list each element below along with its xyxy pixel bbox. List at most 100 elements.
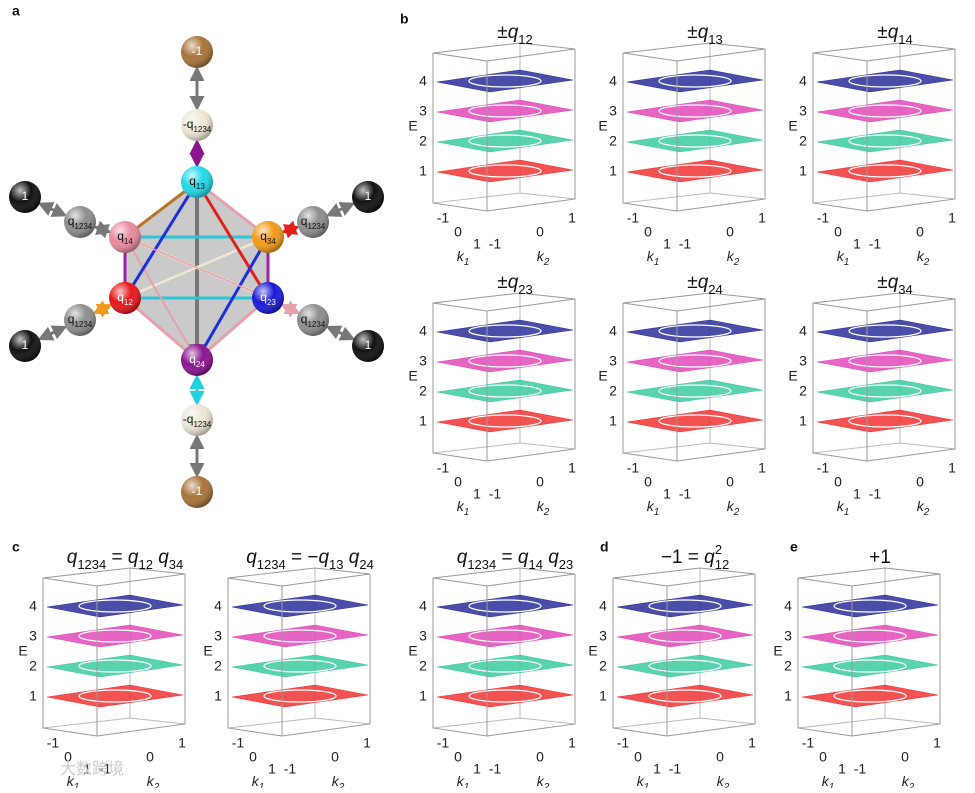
k2-tick-label: 0 (726, 224, 734, 240)
node-shine (252, 221, 284, 253)
text-part: q (260, 290, 267, 304)
energy-band (436, 319, 574, 343)
k2-tick-label: -1 (489, 761, 502, 777)
box-top (622, 42, 766, 62)
panel-label: d (600, 539, 609, 555)
k2-tick-label: 0 (726, 474, 734, 490)
energy-band (46, 594, 184, 618)
e-tick-label: 2 (609, 133, 617, 149)
band-contour (658, 164, 732, 178)
subscript: 12 (138, 557, 152, 572)
e-axis-label: E (773, 643, 782, 659)
node-label: q1234 (68, 312, 93, 328)
k1-tick-label: 0 (634, 749, 642, 765)
energy-band (626, 99, 764, 123)
band-contour (468, 74, 542, 88)
text-part: q (318, 547, 329, 568)
text-part: k (537, 773, 545, 788)
node-label: q14 (117, 229, 133, 245)
k1-tick-label: 0 (454, 749, 462, 765)
k2-tick-label: -1 (854, 761, 867, 777)
subscript: 12 (715, 557, 729, 572)
subscript: 1234 (307, 222, 325, 231)
text-part: k (147, 773, 155, 788)
k1-tick-label: 0 (644, 474, 652, 490)
band-contour (848, 104, 922, 118)
text-part: k (822, 773, 830, 788)
subscript: 14 (528, 557, 542, 572)
k1-tick-label: 0 (454, 224, 462, 240)
node: q1234 (297, 304, 329, 336)
text-part: ± (497, 272, 507, 293)
band-contour (648, 599, 722, 613)
band-contour (658, 354, 732, 368)
e-tick-label: 4 (214, 598, 222, 614)
k2-tick-label: 1 (568, 210, 576, 226)
e-tick-label: 1 (419, 413, 427, 429)
edge (124, 236, 270, 300)
text-part: q (704, 547, 715, 568)
text-part: k (727, 498, 735, 514)
watermark: 大数跨境 (60, 759, 124, 778)
text-part: q (68, 312, 75, 326)
text-part: +1 (869, 547, 891, 568)
k2-tick-label: -1 (869, 236, 882, 252)
subscript: 24 (708, 282, 722, 297)
k1-axis-label: k1 (457, 498, 470, 518)
edge (123, 181, 199, 301)
k1-tick-label: -1 (627, 210, 640, 226)
subscript: 2 (923, 257, 930, 268)
k1-axis-label: k1 (647, 498, 660, 518)
e-tick-label: 1 (799, 163, 807, 179)
band-contour (658, 74, 732, 88)
band-contour (648, 659, 722, 673)
k1-tick-label: 1 (473, 761, 481, 777)
e-tick-label: 4 (784, 598, 792, 614)
subscript: 1234 (74, 320, 92, 329)
energy-band (816, 379, 954, 403)
subscript: 1 (644, 782, 650, 788)
e-axis-label: E (598, 368, 607, 384)
text-part: q (260, 229, 267, 243)
e-tick-label: 3 (799, 353, 807, 369)
arrow (281, 220, 300, 239)
energy-band (816, 409, 954, 433)
energy-band (801, 624, 939, 648)
node-label: 1 (365, 189, 372, 203)
subscript: 13 (708, 32, 722, 47)
text-part: q (117, 290, 124, 304)
k1-tick-label: 1 (268, 761, 276, 777)
node: -1 (181, 36, 213, 68)
k1-tick-label: -1 (627, 460, 640, 476)
e-tick-label: 2 (799, 133, 807, 149)
plot-title: ±q12 (497, 22, 532, 47)
subscript: 2 (153, 782, 160, 788)
e-tick-label: 2 (419, 658, 427, 674)
band-contour (263, 599, 337, 613)
k1-axis-label: k1 (837, 498, 850, 518)
node-label: 1 (22, 338, 29, 352)
energy-band (816, 319, 954, 343)
arrow (280, 300, 301, 318)
k1-tick-label: 1 (83, 761, 91, 777)
e-tick-label: 1 (599, 688, 607, 704)
energy-band (436, 99, 574, 123)
panel-label: b (400, 11, 409, 27)
energy-band (801, 594, 939, 618)
text-part: q (246, 547, 257, 568)
text-part: k (917, 248, 925, 264)
energy-band (626, 349, 764, 373)
text-part: q (888, 272, 899, 293)
subscript: 1 (844, 507, 850, 518)
band-contour (848, 164, 922, 178)
k2-tick-label: 1 (948, 210, 956, 226)
node-shine (109, 282, 141, 314)
band-contour (263, 629, 337, 643)
subscript: 14 (124, 237, 133, 246)
e-tick-label: 1 (214, 688, 222, 704)
energy-band (436, 349, 574, 373)
k2-tick-label: -1 (489, 486, 502, 502)
node-label: q34 (260, 229, 276, 245)
subscript: 2 (723, 782, 730, 788)
